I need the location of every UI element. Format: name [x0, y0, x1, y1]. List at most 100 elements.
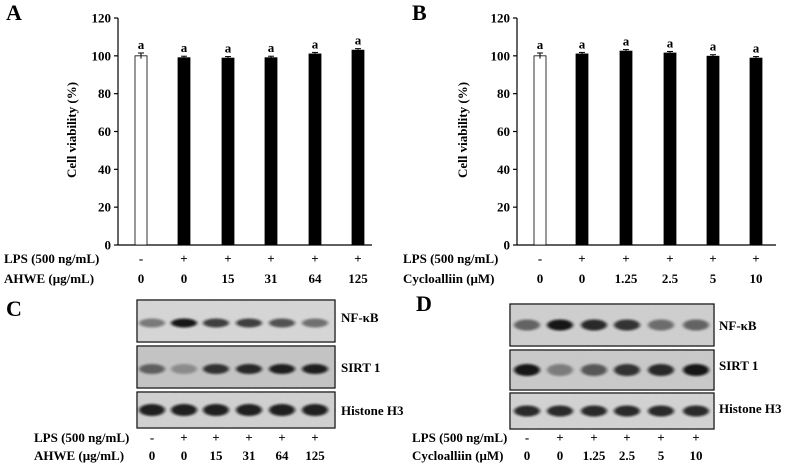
treatment-condition: 1.25 [615, 271, 638, 286]
blot-d-lps-label: LPS (500 ng/mL) [412, 430, 507, 445]
significance-label: a [623, 34, 630, 49]
bar [749, 57, 763, 246]
blot-d-treat-label: Cycloalliin (μM) [412, 448, 504, 463]
treatment-condition: 10 [690, 448, 703, 463]
blot-band [683, 319, 709, 331]
chart-b-yaxis: 0 20 40 60 80 100 120 [491, 11, 776, 253]
lps-condition: + [180, 430, 187, 445]
lps-condition: + [311, 430, 318, 445]
blot-band [514, 319, 540, 331]
blot-band [683, 364, 709, 376]
y-tick-label: 40 [497, 162, 510, 177]
chart-a-ylabel: Cell viability (%) [64, 82, 79, 178]
treatment-condition: 0 [537, 271, 544, 286]
y-tick-label: 60 [497, 124, 510, 139]
chart-a-conditions: - + + + + +0 0 15 31 64 125 [138, 251, 369, 286]
lps-condition: + [752, 251, 759, 266]
blot-band [614, 364, 640, 376]
blot-band [648, 319, 674, 331]
chart-a-treat-label: AHWE (μg/mL) [4, 271, 94, 286]
treatment-condition: 10 [750, 271, 763, 286]
blot-band [614, 405, 640, 417]
treatment-condition: 5 [710, 271, 717, 286]
significance-label: a [579, 36, 586, 51]
bar [663, 52, 677, 246]
bar [177, 57, 191, 246]
blot-c-lps-label: LPS (500 ng/mL) [34, 430, 129, 445]
lps-condition: + [267, 251, 274, 266]
significance-label: a [355, 33, 362, 48]
y-tick-label: 0 [105, 238, 112, 253]
significance-label: a [181, 40, 188, 55]
y-tick-label: 120 [491, 11, 511, 26]
lps-condition: + [278, 430, 285, 445]
chart-b-ylabel: Cell viability (%) [455, 82, 470, 178]
blot-texture [137, 346, 335, 388]
y-tick-label: 0 [504, 238, 511, 253]
blot-band [171, 318, 197, 328]
significance-label: a [667, 35, 674, 50]
blot-band [171, 364, 197, 374]
blot-c-treat-label: AHWE (μg/mL) [34, 448, 124, 463]
blot-c: NF-κB SIRT 1 Histone H3 LPS (500 ng/mL) … [34, 299, 404, 463]
lps-condition: - [139, 251, 143, 266]
lps-condition: + [311, 251, 318, 266]
blot-band [139, 364, 165, 374]
treatment-condition: 2.5 [662, 271, 679, 286]
significance-label: a [537, 37, 544, 52]
blot-texture [510, 304, 714, 346]
chart-b-treat-label: Cycloalliin (μM) [403, 271, 495, 286]
lps-condition: + [180, 251, 187, 266]
treatment-condition: 2.5 [619, 448, 636, 463]
significance-label: a [312, 36, 319, 51]
y-tick-label: 80 [98, 86, 111, 101]
chart-a: 0 20 40 60 80 100 120 Cell viability (%) a a a a a… [4, 11, 372, 286]
bar [575, 53, 589, 246]
blot-band [302, 364, 328, 374]
blot-band [302, 404, 328, 416]
blot-band [547, 319, 573, 331]
y-tick-label: 60 [98, 124, 111, 139]
significance-label: a [753, 41, 760, 56]
chart-b-conditions: - + + + + +0 0 1.25 2.5 5 10 [537, 251, 763, 286]
y-tick-label: 40 [98, 162, 111, 177]
blot-band [514, 405, 540, 417]
blot-band [236, 404, 262, 416]
lps-condition: + [657, 430, 664, 445]
blot-band [547, 364, 573, 376]
blot-band [269, 318, 295, 328]
blot-band [683, 405, 709, 417]
blot-d-conditions: - + + + + +0 0 1.25 2.5 5 10 [524, 430, 703, 463]
blot-c-label-nfkb: NF-κB [341, 310, 379, 325]
lps-condition: - [525, 430, 529, 445]
blot-band [302, 318, 328, 328]
blot-c-label-sirt1: SIRT 1 [341, 360, 380, 375]
treatment-condition: 5 [658, 448, 665, 463]
significance-label: a [225, 41, 232, 56]
bar [264, 57, 278, 246]
treatment-condition: 125 [348, 271, 368, 286]
y-tick-label: 100 [491, 48, 511, 63]
lps-condition: - [150, 430, 154, 445]
bar [533, 55, 547, 246]
y-tick-label: 100 [92, 48, 112, 63]
blot-band [648, 405, 674, 417]
y-tick-label: 120 [92, 11, 112, 26]
blot-band [547, 405, 573, 417]
blot-band [236, 364, 262, 374]
lps-condition: + [623, 430, 630, 445]
treatment-condition: 15 [222, 271, 236, 286]
blot-band [581, 319, 607, 331]
bar [308, 53, 322, 246]
treatment-condition: 64 [309, 271, 323, 286]
chart-a-lps-label: LPS (500 ng/mL) [4, 251, 99, 266]
significance-label: a [710, 39, 717, 54]
treatment-condition: 31 [265, 271, 278, 286]
lps-condition: + [622, 251, 629, 266]
blot-band [203, 404, 229, 416]
treatment-condition: 0 [524, 448, 531, 463]
blot-c-conditions: - + + + + +0 0 15 31 64 125 [149, 430, 326, 463]
blot-d-label-sirt1: SIRT 1 [719, 358, 758, 373]
